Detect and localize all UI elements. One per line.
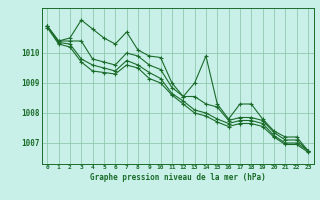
X-axis label: Graphe pression niveau de la mer (hPa): Graphe pression niveau de la mer (hPa) (90, 173, 266, 182)
